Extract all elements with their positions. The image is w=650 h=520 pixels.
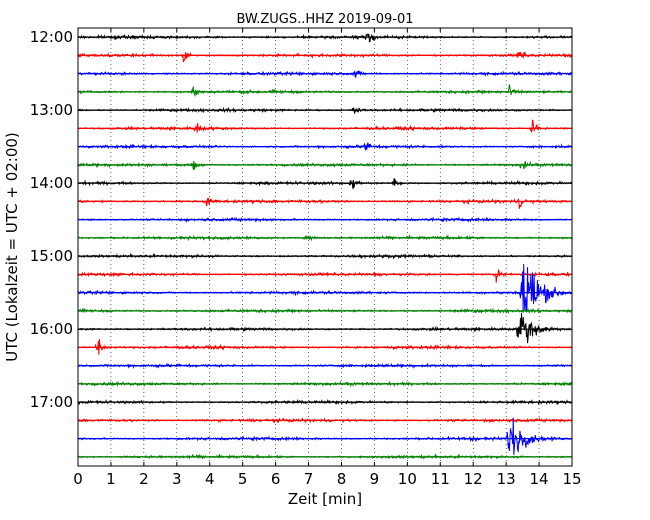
x-tick-label: 10	[398, 470, 417, 488]
x-tick-label: 3	[172, 470, 182, 488]
trace-line	[78, 51, 572, 63]
x-tick-label: 12	[464, 470, 483, 488]
trace-line	[78, 417, 572, 455]
y-axis-label: UTC (Lokalzeit = UTC + 02:00)	[3, 132, 21, 362]
x-tick-label: 11	[431, 470, 450, 488]
grid-lines	[110, 28, 540, 466]
chart-title: BW.ZUGS..HHZ 2019-09-01	[236, 12, 413, 27]
x-tick-label: 8	[337, 470, 347, 488]
x-tick-label: 5	[238, 470, 248, 488]
trace-line	[78, 307, 572, 315]
trace-line	[78, 197, 572, 209]
x-tick-label: 7	[304, 470, 314, 488]
trace-line	[78, 84, 572, 98]
trace-line	[78, 119, 572, 134]
trace-layer	[78, 33, 572, 460]
y-tick-label: 16:00	[30, 320, 73, 338]
y-tick-label: 13:00	[30, 101, 73, 119]
x-tick-label: 1	[106, 470, 116, 488]
x-axis-label: Zeit [min]	[288, 490, 362, 508]
y-tick-label: 15:00	[30, 247, 73, 265]
x-tick-label: 9	[370, 470, 380, 488]
y-tick-label: 17:00	[30, 393, 73, 411]
x-tick-label: 4	[205, 470, 215, 488]
x-tick-label: 13	[497, 470, 516, 488]
trace-line	[78, 33, 572, 43]
y-tick-label: 12:00	[30, 28, 73, 46]
x-tick-label: 0	[73, 470, 83, 488]
y-tick-label: 14:00	[30, 174, 73, 192]
axis-ticks: 0 1 2 3 4 5 6 7 8 9 10 11 12 13 14 1512:0013:0014:0015:…	[30, 28, 582, 488]
trace-line	[78, 268, 572, 283]
plot-frame	[77, 27, 573, 467]
x-tick-label: 6	[271, 470, 281, 488]
x-tick-label: 14	[530, 470, 549, 488]
trace-line	[78, 313, 572, 344]
x-tick-label: 15	[562, 470, 581, 488]
x-tick-label: 2	[139, 470, 149, 488]
